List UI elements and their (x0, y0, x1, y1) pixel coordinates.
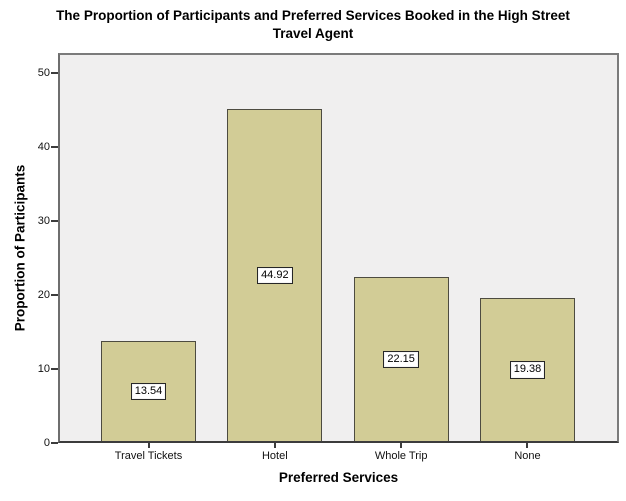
bar: 44.92 (227, 109, 323, 441)
y-tick-mark (51, 294, 58, 296)
x-tick-label: None (514, 450, 541, 462)
y-tick-label: 40 (37, 141, 50, 153)
y-tick-mark (51, 146, 58, 148)
x-tick-mark (147, 443, 150, 448)
x-tick-label: Hotel (261, 450, 288, 462)
x-tick-label: Whole Trip (374, 450, 428, 462)
bar: 13.54 (101, 341, 196, 441)
bar: 19.38 (479, 298, 575, 441)
x-tick-label: Travel Tickets (114, 450, 183, 462)
y-tick-label: 0 (43, 437, 50, 449)
bar-value-label: 19.38 (509, 361, 546, 379)
y-tick-mark (51, 72, 58, 74)
y-tick-label: 50 (37, 67, 50, 79)
bar-value-label: 44.92 (257, 266, 293, 285)
bar: 22.15 (353, 277, 449, 441)
chart-title: The Proportion of Participants and Prefe… (56, 8, 570, 41)
x-tick-mark (400, 443, 403, 448)
x-tick-mark (526, 443, 529, 448)
y-tick-mark (51, 442, 58, 444)
plot-area: 13.54 44.92 22.15 19.38 (58, 53, 619, 443)
y-axis-title: Proportion of Participants (12, 164, 28, 332)
y-tick-mark (51, 220, 58, 222)
y-tick-label: 10 (37, 363, 50, 375)
y-tick-label: 20 (37, 289, 50, 301)
bar-value-label: 22.15 (383, 350, 419, 369)
bar-value-label: 13.54 (130, 382, 167, 401)
y-tick-label: 30 (37, 215, 50, 227)
x-tick-mark (273, 443, 276, 448)
x-axis-title: Preferred Services (278, 470, 399, 485)
y-tick-mark (51, 368, 58, 370)
